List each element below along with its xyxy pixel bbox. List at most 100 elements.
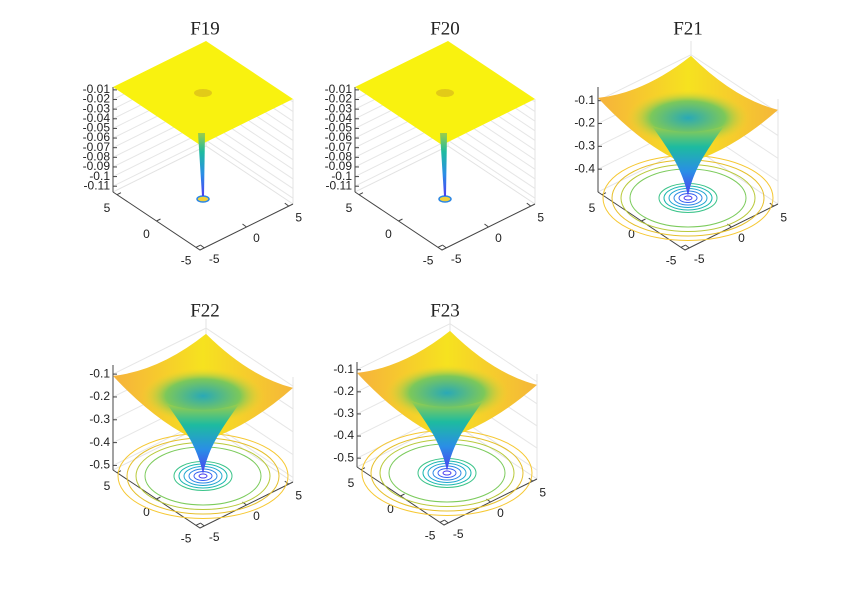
z-tick-label: -0.2 — [89, 389, 110, 403]
y-tick — [195, 522, 201, 526]
z-tick-label: -0.2 — [574, 116, 595, 130]
x-tick — [199, 522, 205, 527]
subplot-title: F21 — [673, 18, 703, 39]
y-tick-label: 5 — [348, 476, 355, 490]
surface-funnel — [652, 125, 724, 196]
y-tick — [680, 244, 686, 248]
z-tick-label: -0.06 — [325, 130, 353, 144]
y-tick — [360, 467, 366, 471]
y-tick — [601, 192, 607, 196]
y-tick-label: 5 — [104, 479, 111, 493]
z-tick-label: -0.1 — [89, 169, 110, 183]
x-tick — [484, 223, 489, 228]
x-tick — [441, 244, 447, 249]
z-tick-label: -0.02 — [325, 92, 353, 106]
contour — [196, 195, 210, 203]
x-tick-label: 0 — [253, 231, 260, 245]
z-tick-label: -0.1 — [331, 169, 352, 183]
z-tick-label: -0.3 — [89, 412, 110, 426]
y-tick-label: 0 — [628, 227, 635, 241]
y-tick — [400, 493, 405, 497]
surface-funnel — [167, 403, 239, 474]
xy-axis — [112, 469, 294, 529]
z-tick-label: -0.5 — [333, 450, 354, 464]
y-tick — [437, 244, 443, 248]
x-tick-label: 5 — [537, 210, 544, 224]
x-tick — [284, 202, 290, 207]
z-tick-label: -0.1 — [574, 93, 595, 107]
subplot: F23 -0.5 -0.4 -0.3 -0.2 -0.1 -5 0 5 -5 0 5 — [333, 300, 546, 542]
y-tick — [439, 519, 445, 523]
z-tick-label: -0.4 — [333, 428, 354, 442]
y-tick — [195, 244, 201, 248]
y-tick-label: -5 — [425, 529, 436, 543]
x-tick — [684, 244, 690, 249]
z-tick-label: -0.4 — [89, 435, 110, 449]
z-tick-label: -0.05 — [325, 121, 353, 135]
subplot: F22 -0.5 -0.4 -0.3 -0.2 -0.1 -5 0 5 -5 0 5 — [89, 300, 302, 545]
subplot-title: F20 — [430, 18, 460, 39]
y-tick — [116, 470, 122, 474]
z-tick-label: -0.07 — [83, 140, 111, 154]
x-tick-label: 0 — [253, 509, 260, 523]
z-tick-label: -0.5 — [89, 458, 110, 472]
z-tick-label: -0.11 — [84, 178, 111, 192]
y-tick — [358, 192, 364, 196]
z-tick-label: -0.03 — [325, 101, 353, 115]
subplot: F21 -0.4 -0.3 -0.2 -0.1 -5 0 5 -5 0 5 — [574, 18, 787, 267]
y-tick-label: 5 — [104, 201, 111, 215]
z-tick-label: -0.11 — [326, 178, 353, 192]
surface-funnel — [411, 400, 483, 471]
z-tick-label: -0.09 — [83, 159, 111, 173]
surface-dip — [436, 89, 454, 97]
y-tick — [116, 192, 122, 196]
y-tick-label: 5 — [589, 201, 596, 215]
z-tick-label: -0.01 — [83, 82, 111, 96]
y-tick-label: -5 — [423, 254, 434, 268]
x-tick-label: 0 — [738, 231, 745, 245]
x-tick-label: 5 — [539, 485, 546, 499]
contour — [442, 470, 452, 476]
z-tick-label: -0.02 — [83, 92, 111, 106]
z-tick-label: -0.03 — [83, 101, 111, 115]
z-tick-label: -0.3 — [574, 139, 595, 153]
x-tick-label: 5 — [295, 488, 302, 502]
x-tick-label: 5 — [295, 210, 302, 224]
x-tick-label: -5 — [453, 527, 464, 541]
y-tick-label: 0 — [143, 505, 150, 519]
z-tick-label: -0.1 — [333, 362, 354, 376]
z-tick-label: -0.08 — [325, 149, 353, 163]
x-tick — [242, 223, 247, 228]
z-tick-label: -0.09 — [325, 159, 353, 173]
z-tick-label: -0.3 — [333, 406, 354, 420]
subplot: F19-0.11-0.1-0.09-0.08-0.07-0.06-0.05-0.… — [83, 18, 303, 267]
subplot-title: F22 — [190, 300, 220, 321]
y-tick-label: -5 — [181, 254, 192, 268]
x-tick-label: -5 — [451, 252, 462, 266]
x-tick-label: 0 — [497, 506, 504, 520]
y-tick-label: 0 — [385, 227, 392, 241]
y-tick — [398, 218, 403, 222]
y-tick — [156, 496, 161, 500]
z-tick-label: -0.08 — [83, 149, 111, 163]
contour — [438, 195, 452, 203]
z-tick-label: -0.01 — [325, 82, 353, 96]
x-tick-label: -5 — [694, 252, 705, 266]
contour — [198, 473, 208, 479]
y-tick-label: 0 — [143, 227, 150, 241]
xy-axis — [597, 191, 779, 251]
z-tick-label: -0.2 — [333, 384, 354, 398]
subplot-title: F19 — [190, 18, 220, 39]
xy-axis — [112, 191, 294, 251]
y-tick — [641, 218, 646, 222]
xy-axis — [356, 466, 538, 526]
y-tick-label: -5 — [181, 532, 192, 546]
y-tick-label: 0 — [387, 502, 394, 516]
x-tick-label: -5 — [209, 252, 220, 266]
grid-line — [597, 54, 779, 114]
subplot: F20-0.11-0.1-0.09-0.08-0.07-0.06-0.05-0.… — [325, 18, 545, 267]
xy-axis — [354, 191, 536, 251]
subplot-title: F23 — [430, 300, 460, 321]
z-tick-label: -0.04 — [325, 111, 353, 125]
